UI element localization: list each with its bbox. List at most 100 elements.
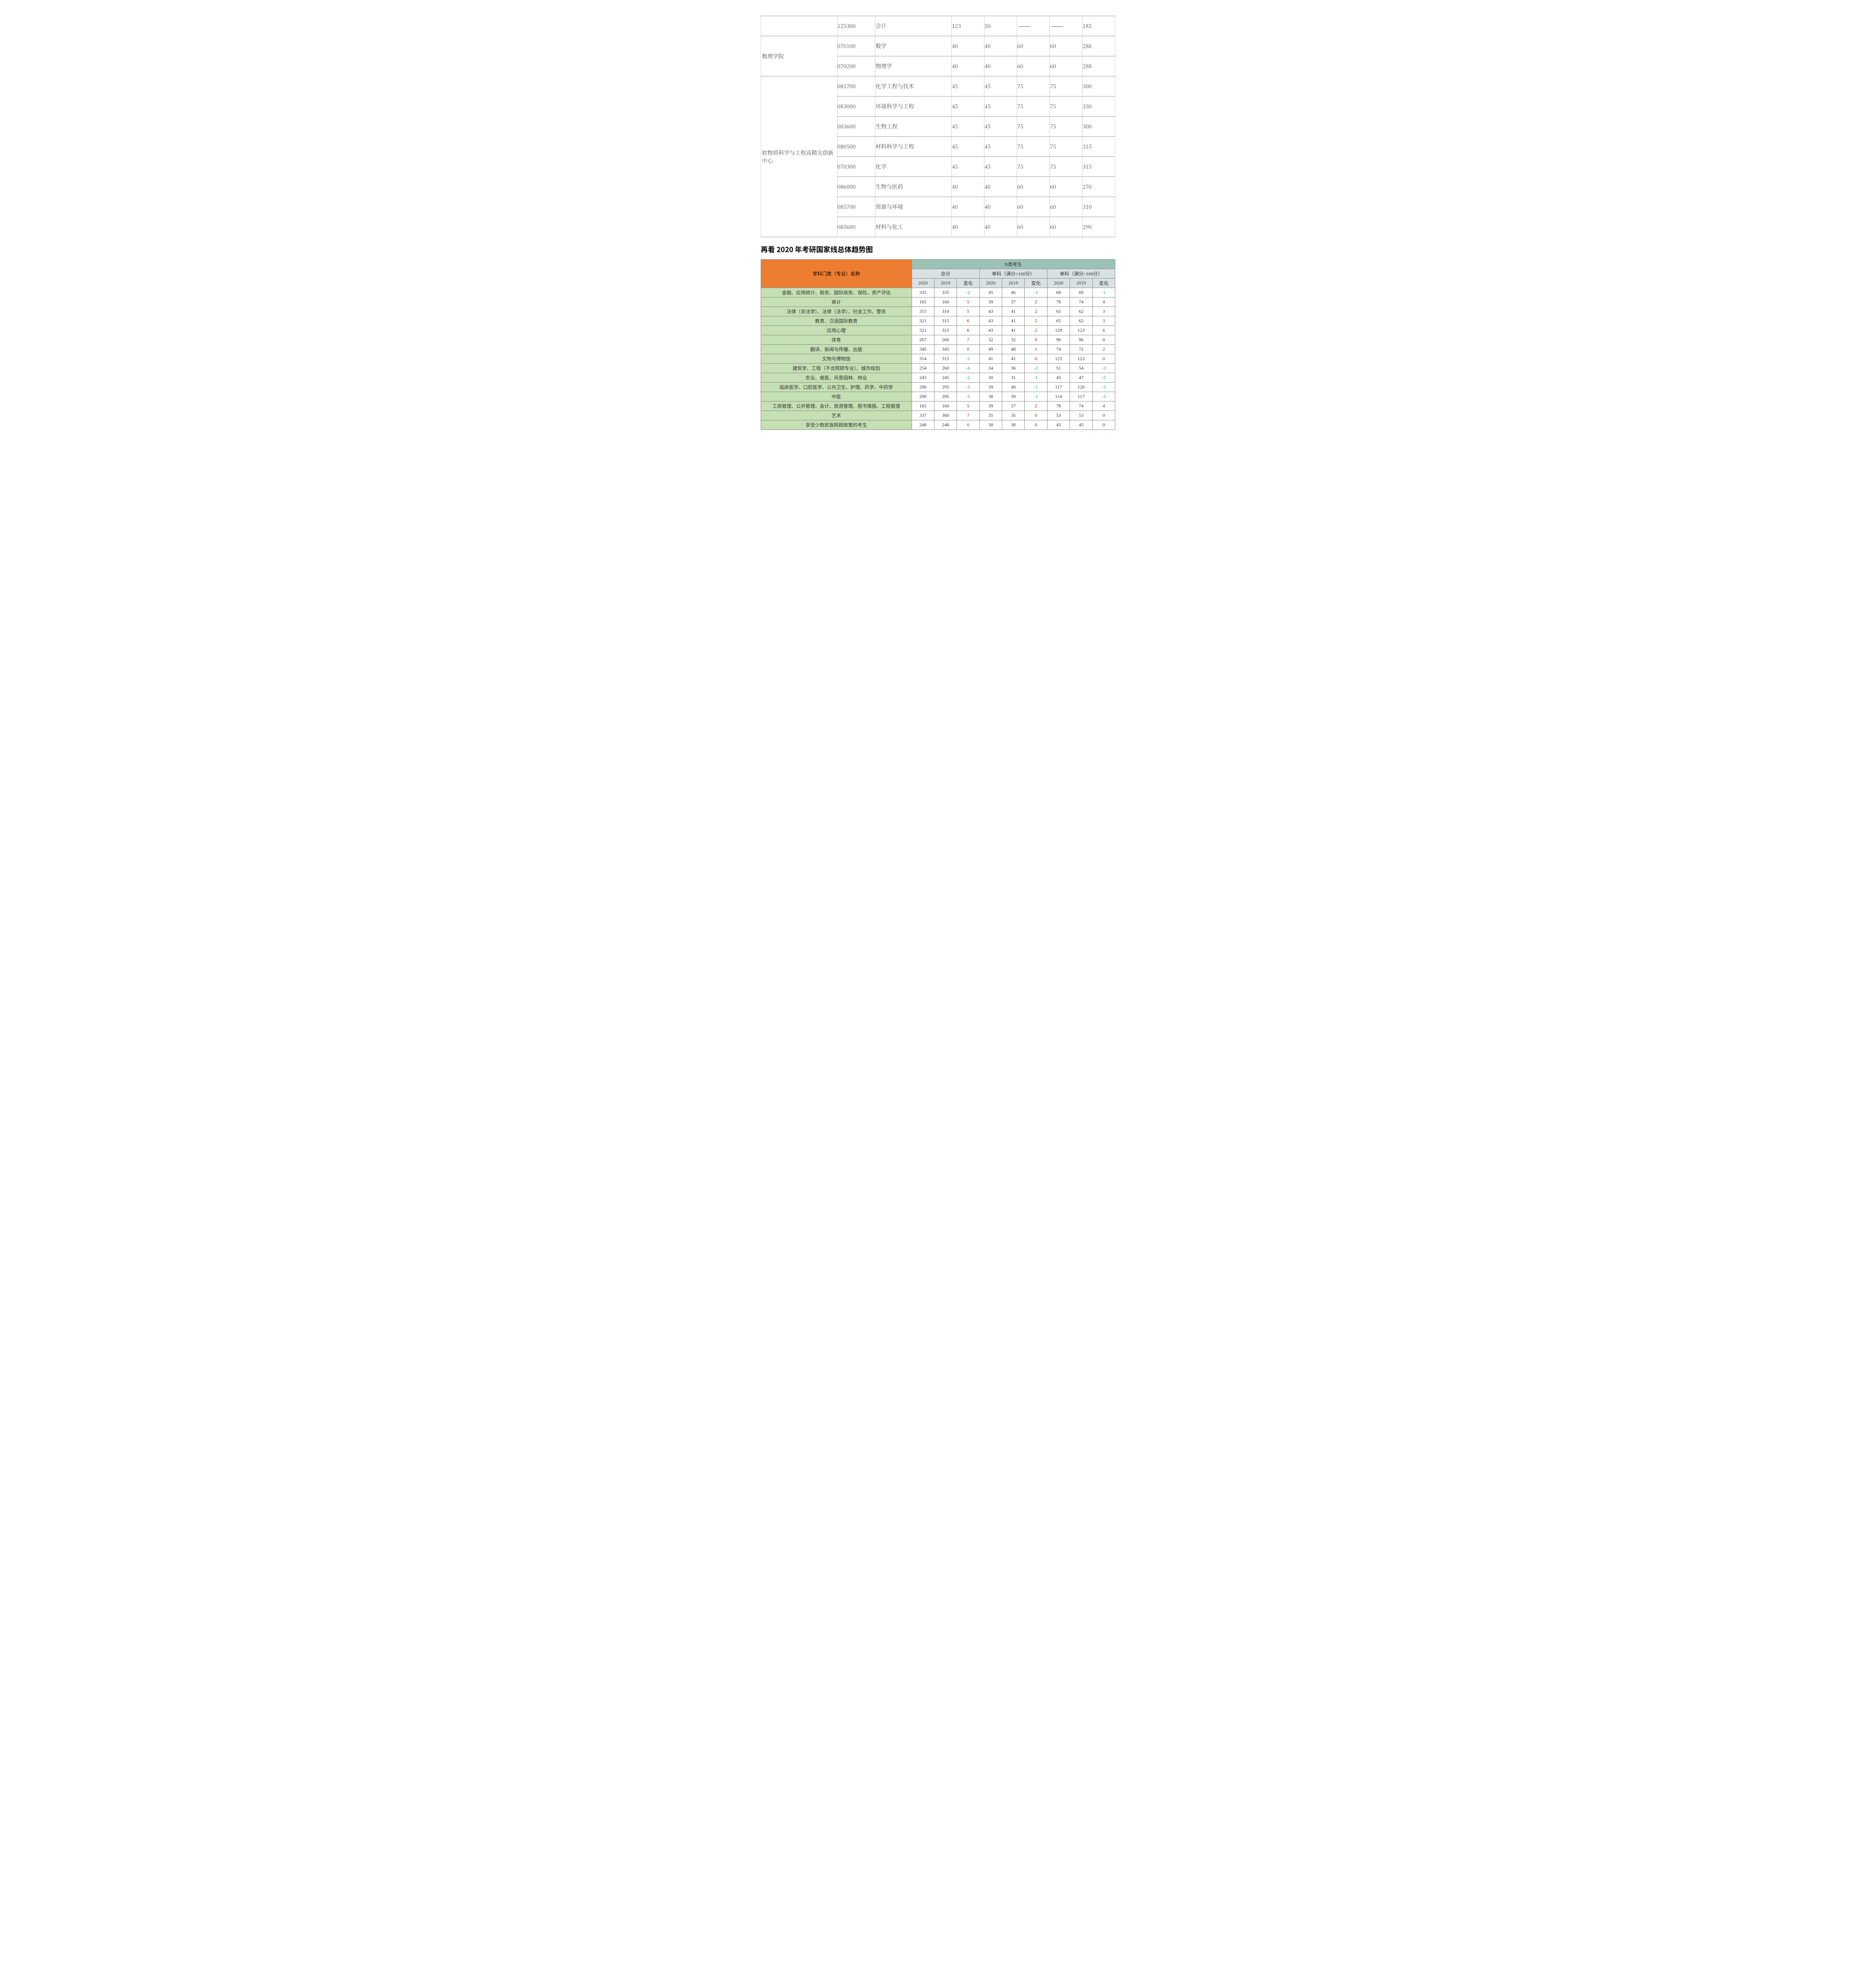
cell-name: 会计 [875,16,952,36]
trend-row-name: 享受少数民族照顾政策的考生 [761,420,912,430]
trend-cell: 40 [1002,383,1025,392]
trend-cell: 41 [1002,316,1025,326]
cell-s2: 40 [984,56,1017,76]
trend-subcol: 变化 [1092,279,1115,288]
trend-cell: -5 [957,392,979,401]
dept-cell: 软物质科学与工程高精尖创新中心 [761,76,838,237]
cell-code: 070200 [837,56,875,76]
cell-total: 330 [1083,97,1115,117]
trend-cell: 0 [1092,411,1115,420]
cell-code: 083000 [837,97,875,117]
trend-cell: 129 [1047,326,1070,335]
cell-total: 300 [1083,76,1115,97]
cell-s2: 45 [984,157,1017,177]
trend-cell: 165 [912,297,934,307]
trend-cell: 96 [1047,335,1070,345]
trend-cell: 65 [1047,316,1070,326]
trend-cell: -1 [1025,373,1047,383]
cell-total: 300 [1083,117,1115,137]
trend-cell: 78 [1047,401,1070,411]
trend-top: B类考生 [912,260,1115,269]
trend-cell: 4 [1092,297,1115,307]
trend-subcol: 变化 [957,279,979,288]
trend-cell: 2 [1025,297,1047,307]
trend-row-name: 审计 [761,297,912,307]
cell-s4: 60 [1050,217,1083,237]
trend-row-name: 应用心理 [761,326,912,335]
trend-cell: 0 [1092,354,1115,364]
trend-row-name: 建筑学、工程（不含照顾专业）、城市规划 [761,364,912,373]
cell-s3: 75 [1017,76,1050,97]
cell-s2: 45 [984,137,1017,157]
cell-s3: 75 [1017,97,1050,117]
cell-s3: 60 [1017,217,1050,237]
trend-cell: 41 [979,354,1002,364]
cell-name: 化学 [875,157,952,177]
cell-s1: 45 [952,137,984,157]
section-heading: 再看 2020 年考研国家线总体趋势图 [761,244,1115,255]
trend-cell: 6 [1092,326,1115,335]
trend-subcol: 2020 [1047,279,1070,288]
trend-cell: 2 [1025,326,1047,335]
cell-s1: 40 [952,56,984,76]
trend-cell: 53 [1070,411,1092,420]
cell-s1: 45 [952,76,984,97]
trend-cell: 43 [979,326,1002,335]
cell-s1: 40 [952,197,984,217]
trend-cell: 74 [1047,345,1070,354]
cell-total: 315 [1083,137,1115,157]
cell-name: 材料与化工 [875,217,952,237]
trend-cell: 39 [1002,392,1025,401]
trend-cell: 53 [1047,411,1070,420]
trend-cell: 30 [979,373,1002,383]
cell-s4: 75 [1050,137,1083,157]
cell-name: 资源与环境 [875,197,952,217]
trend-cell: 321 [912,316,934,326]
cell-s3: 60 [1017,177,1050,197]
cell-name: 物理学 [875,56,952,76]
trend-cell: 290 [912,383,934,392]
trend-cell: -2 [957,373,979,383]
cell-code: 085700 [837,197,875,217]
trend-cell: 45 [1070,420,1092,430]
trend-cell: 31 [1002,373,1025,383]
trend-group: 单科（满分>100分） [1047,269,1115,279]
trend-cell: -1 [957,354,979,364]
cell-s1: 40 [952,177,984,197]
cell-s1: 40 [952,217,984,237]
trend-row-name: 教育、汉语国际教育 [761,316,912,326]
cell-s2: 45 [984,117,1017,137]
cell-s2: 40 [984,217,1017,237]
cell-name: 材料科学与工程 [875,137,952,157]
cell-s3: 75 [1017,157,1050,177]
cell-code: 125300 [837,16,875,36]
cell-s1: 45 [952,117,984,137]
trend-subcol: 变化 [1025,279,1047,288]
trend-row-name: 工商管理、公共管理、会计、旅游管理、图书情报、工程管理 [761,401,912,411]
cell-s1: 123 [952,16,984,36]
cell-s3: 60 [1017,197,1050,217]
trend-cell: 260 [934,335,957,345]
trend-cell: 0 [957,345,979,354]
trend-cell: 78 [1047,297,1070,307]
trend-cell: 39 [979,383,1002,392]
trend-cell: -3 [1092,383,1115,392]
trend-cell: 41 [1002,354,1025,364]
cell-s4: 60 [1050,177,1083,197]
trend-cell: 96 [1070,335,1092,345]
trend-cell: 37 [1002,297,1025,307]
cell-code: 085600 [837,217,875,237]
trend-subcol: 2020 [912,279,934,288]
trend-row-name: 艺术 [761,411,912,420]
cell-s3 [1017,16,1050,36]
trend-cell: 6 [957,316,979,326]
cell-s3: 75 [1017,137,1050,157]
trend-cell: 54 [1070,364,1092,373]
trend-cell: 1 [1025,345,1047,354]
trend-subcol: 2019 [1070,279,1092,288]
trend-cell: 41 [1002,307,1025,316]
trend-cell: 290 [912,392,934,401]
cell-s1: 45 [952,157,984,177]
trend-corner: 学科门类（专业）名称 [761,260,912,288]
trend-cell: 315 [912,307,934,316]
